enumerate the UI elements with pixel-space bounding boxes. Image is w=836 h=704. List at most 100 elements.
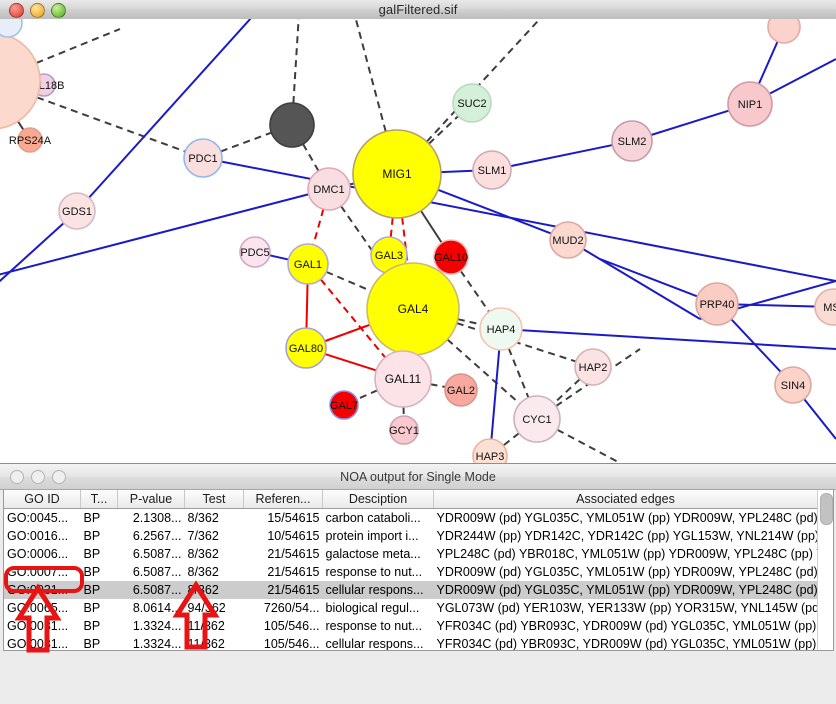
column-header-associated-edges[interactable]: Associated edges [433, 490, 817, 509]
node-circle[interactable] [58, 192, 96, 230]
table-vertical-scrollbar[interactable] [817, 490, 833, 650]
graph-node-slm1[interactable]: SLM1 [472, 150, 512, 190]
table-row[interactable]: GO:0031... BP 1.3324... 11/362 105/546... res… [4, 617, 817, 635]
graph-node-gal1[interactable]: GAL1 [287, 243, 329, 285]
table-row[interactable]: GO:0045... BP 2.1308... 8/362 15/54615 carbon… [4, 509, 817, 528]
node-circle[interactable] [574, 348, 612, 386]
graph-node-cyc1[interactable]: CYC1 [513, 395, 561, 443]
node-circle[interactable] [0, 19, 23, 38]
noa-close-button[interactable] [10, 470, 24, 484]
column-header-description[interactable]: Desciption [322, 490, 434, 509]
graph-edge[interactable] [420, 210, 443, 244]
graph-edge[interactable] [88, 19, 270, 199]
node-circle[interactable] [183, 138, 223, 178]
node-circle[interactable] [352, 129, 442, 219]
node-circle[interactable] [814, 288, 836, 326]
graph-edge[interactable] [325, 270, 372, 292]
column-header-reference[interactable]: Referen... [243, 490, 323, 509]
graph-node-sin4[interactable]: SIN4 [774, 366, 812, 404]
graph-node-gal10[interactable]: GAL10 [433, 239, 469, 275]
graph-edge[interactable] [507, 348, 530, 399]
graph-node[interactable] [0, 32, 41, 130]
table-row[interactable]: GO:0016... BP 6.2567... 7/362 10/54615 protei… [4, 527, 817, 545]
graph-node-pdc5[interactable]: PDC5 [239, 236, 271, 268]
graph-edge[interactable] [650, 109, 730, 136]
graph-node-gal7[interactable]: GAL7 [329, 390, 359, 420]
node-circle[interactable] [389, 415, 419, 445]
node-circle[interactable] [269, 102, 315, 148]
graph-node-gal80[interactable]: GAL80 [285, 327, 327, 369]
graph-node-slm2[interactable]: SLM2 [611, 120, 653, 162]
graph-edge[interactable] [305, 283, 309, 329]
graph-node-pdc1[interactable]: PDC1 [183, 138, 223, 178]
minimize-window-button[interactable] [30, 3, 45, 18]
table-row[interactable]: GO:0031... BP 6.5087... 8/362 21/54615 cellul… [4, 581, 817, 599]
graph-node-gal11[interactable]: GAL11 [374, 350, 432, 408]
graph-edge[interactable] [428, 115, 459, 145]
column-header-test[interactable]: Test [184, 490, 244, 509]
graph-node[interactable] [767, 19, 801, 44]
noa-zoom-button[interactable] [52, 470, 66, 484]
graph-edge[interactable] [350, 19, 387, 132]
table-row[interactable]: GO:0007... BP 6.5087... 8/362 21/54615 respon… [4, 563, 817, 581]
noa-minimize-button[interactable] [31, 470, 45, 484]
node-circle[interactable] [444, 373, 478, 407]
graph-node-mig1[interactable]: MIG1 [352, 129, 442, 219]
graph-edge[interactable] [324, 353, 377, 372]
column-header-p-value[interactable]: P-value [117, 490, 185, 509]
graph-edge[interactable] [430, 383, 446, 389]
graph-edge[interactable] [553, 378, 581, 405]
graph-edge[interactable] [269, 254, 289, 261]
graph-edge[interactable] [0, 81, 186, 153]
node-circle[interactable] [549, 221, 587, 259]
node-circle[interactable] [452, 83, 492, 123]
graph-edge[interactable] [426, 19, 560, 143]
graph-edge[interactable] [490, 349, 501, 440]
graph-edge[interactable] [440, 169, 474, 174]
graph-node-gcy1[interactable]: GCY1 [389, 415, 419, 445]
graph-edge[interactable] [292, 19, 300, 104]
node-circle[interactable] [774, 366, 812, 404]
graph-edge[interactable] [730, 318, 782, 373]
close-window-button[interactable] [9, 3, 24, 18]
graph-edge[interactable] [599, 258, 698, 298]
graph-edge[interactable] [389, 217, 394, 238]
node-circle[interactable] [727, 81, 773, 127]
graph-edge[interactable] [521, 329, 836, 350]
graph-node[interactable] [0, 19, 23, 38]
graph-edge[interactable] [556, 428, 621, 463]
graph-node-gal2[interactable]: GAL2 [444, 373, 478, 407]
node-circle[interactable] [287, 243, 329, 285]
graph-edge[interactable] [324, 323, 371, 343]
graph-edge[interactable] [803, 398, 836, 440]
node-circle[interactable] [479, 307, 523, 351]
column-header-go-id[interactable]: GO ID [4, 490, 81, 509]
graph-node-gds1[interactable]: GDS1 [58, 192, 96, 230]
scrollbar-thumb[interactable] [820, 493, 833, 525]
graph-edge[interactable] [220, 131, 272, 153]
graph-node-suc2[interactable]: SUC2 [452, 83, 492, 123]
graph-edge[interactable] [312, 208, 325, 246]
graph-edge[interactable] [457, 318, 481, 326]
graph-edge[interactable] [0, 222, 65, 299]
table-row[interactable]: GO:0031... BP 1.3324... 11/362 105/546... cel… [4, 635, 817, 650]
node-circle[interactable] [472, 150, 512, 190]
graph-node-prp40[interactable]: PRP40 [695, 282, 739, 326]
zoom-window-button[interactable] [51, 3, 66, 18]
graph-node[interactable] [269, 102, 315, 148]
graph-edge[interactable] [319, 278, 386, 359]
graph-edge[interactable] [446, 338, 521, 405]
graph-node-rps24a[interactable]: RPS24A [9, 127, 52, 153]
window-controls[interactable] [9, 3, 66, 18]
graph-node-msi[interactable]: MSI [814, 288, 836, 326]
node-circle[interactable] [695, 282, 739, 326]
noa-results-table-viewport[interactable]: GO ID T... P-value Test Referen... Desci… [4, 490, 817, 650]
graph-node-nip1[interactable]: NIP1 [727, 81, 773, 127]
node-circle[interactable] [329, 390, 359, 420]
node-circle[interactable] [472, 438, 508, 463]
graph-edge[interactable] [510, 144, 613, 168]
column-header-type[interactable]: T... [80, 490, 118, 509]
graph-edge[interactable] [459, 270, 490, 313]
network-canvas[interactable]: RPL18B RPS24A GDS1 PDC1 PDC5 DMC1 SUC2 MIG1 SLM1… [0, 19, 836, 463]
